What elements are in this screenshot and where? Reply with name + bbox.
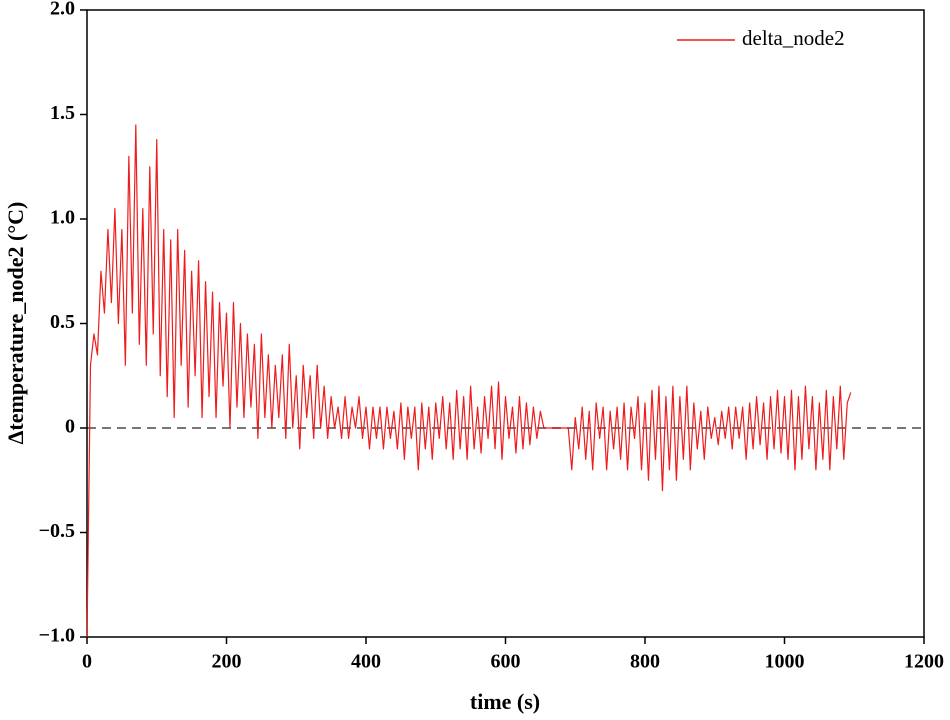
x-tick-label: 800 <box>630 651 660 673</box>
legend-label: delta_node2 <box>742 26 845 50</box>
y-axis-label: Δtemperature_node2 (°C) <box>3 202 28 445</box>
y-tick-label: 0 <box>65 416 75 438</box>
y-tick-label: 1.5 <box>50 102 75 124</box>
x-tick-label: 0 <box>82 651 92 673</box>
data-line <box>86 124 852 638</box>
x-axis-label: time (s) <box>470 689 540 714</box>
y-tick-label: 0.5 <box>50 311 75 333</box>
x-tick-label: 600 <box>491 651 521 673</box>
x-tick-label: 200 <box>212 651 242 673</box>
plot-frame <box>86 9 925 638</box>
x-tick-label: 400 <box>351 651 381 673</box>
x-tick-label: 1200 <box>904 651 944 673</box>
y-tick-label: −1.0 <box>39 625 75 647</box>
y-tick-label: 1.0 <box>50 207 75 229</box>
y-tick-label: 2.0 <box>50 0 75 20</box>
x-tick-label: 1000 <box>765 651 805 673</box>
y-tick-label: −0.5 <box>39 520 75 542</box>
